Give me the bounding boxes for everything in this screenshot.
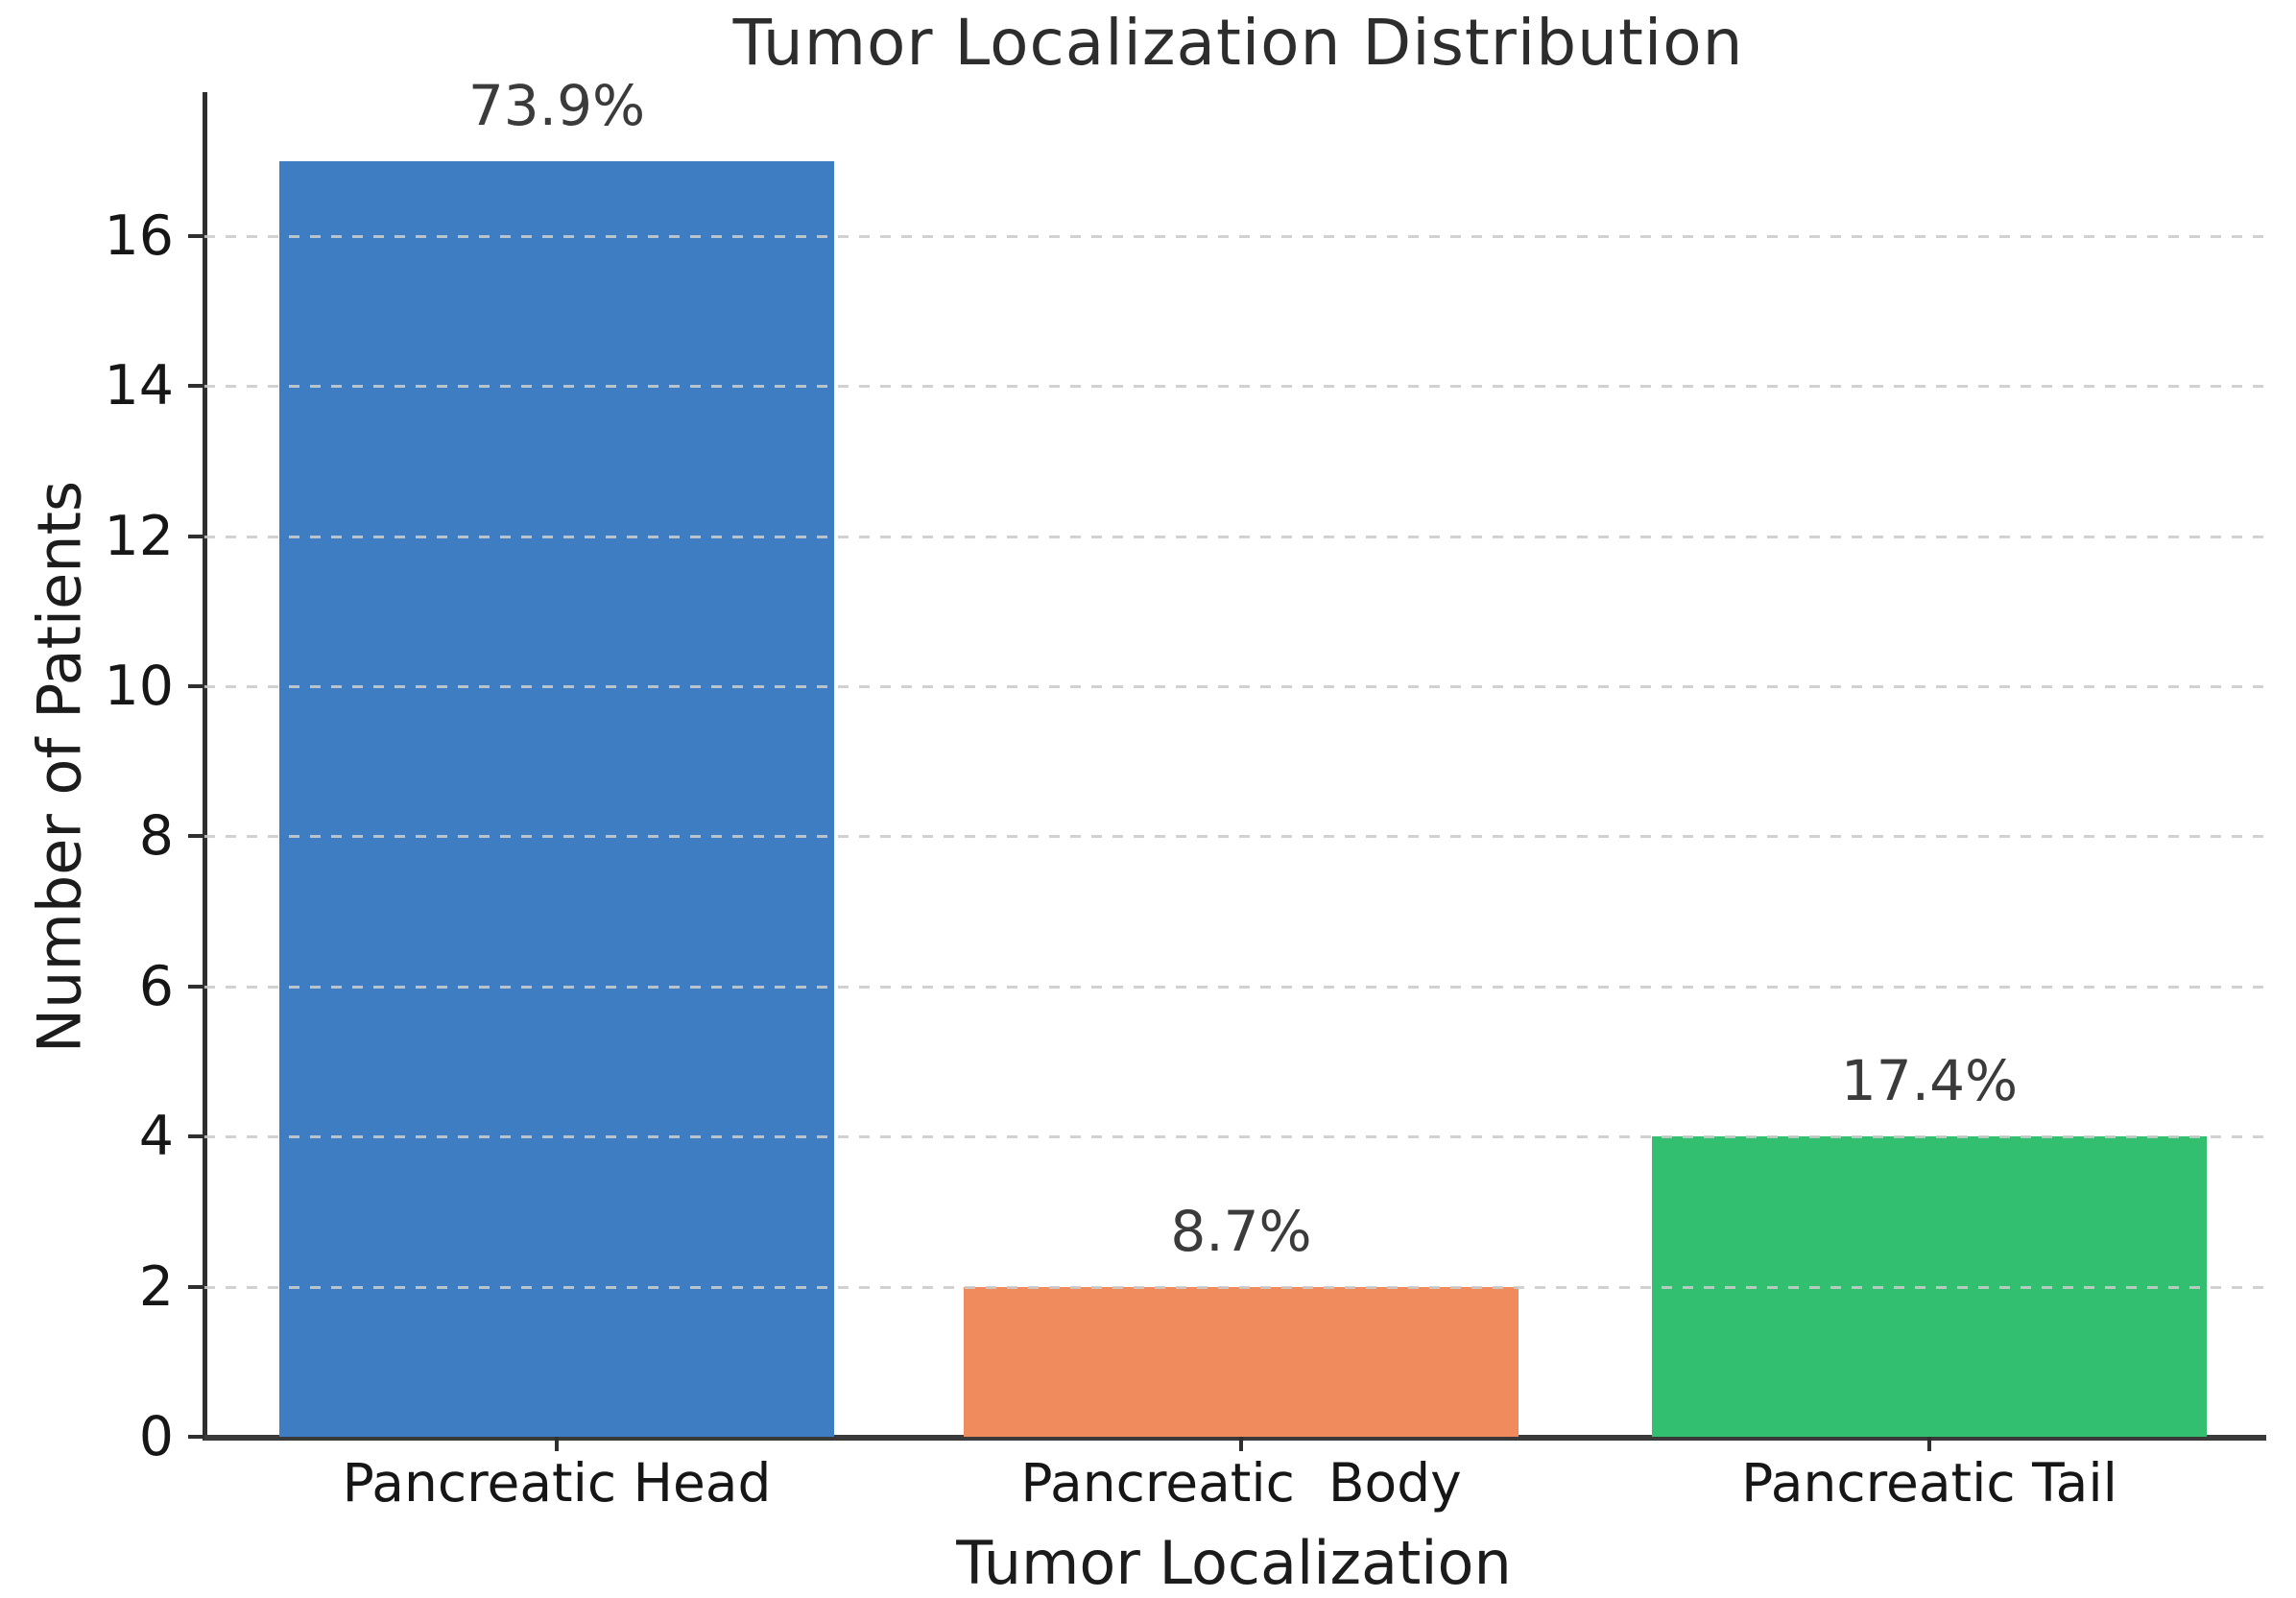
y-tick-label-16: 16: [104, 203, 174, 268]
y-tick-12: [188, 534, 204, 538]
y-tick-4: [188, 1134, 204, 1139]
y-tick-label-8: 8: [138, 804, 174, 869]
y-tick-6: [188, 984, 204, 989]
gridline-y-8: [204, 835, 2263, 839]
x-category-label-pancreatic-tail: Pancreatic Tail: [1741, 1452, 2117, 1514]
y-tick-2: [188, 1284, 204, 1289]
gridline-y-16: [204, 234, 2263, 238]
y-tick-label-6: 6: [138, 954, 174, 1018]
chart-title: Tumor Localization Distribution: [732, 6, 1744, 80]
y-tick-label-2: 2: [138, 1254, 174, 1319]
y-tick-8: [188, 834, 204, 839]
gridline-y-4: [204, 1135, 2263, 1139]
bar-value-label-pancreatic-body: 8.7%: [1170, 1198, 1312, 1264]
y-tick-10: [188, 684, 204, 688]
gridline-y-14: [204, 385, 2263, 389]
y-axis-spine: [203, 92, 207, 1440]
bar-value-label-pancreatic-head: 73.9%: [467, 72, 646, 138]
bar-value-label-pancreatic-tail: 17.4%: [1840, 1048, 2019, 1114]
y-tick-label-0: 0: [138, 1405, 174, 1468]
y-tick-16: [188, 233, 204, 238]
gridline-y-10: [204, 685, 2263, 688]
y-tick-14: [188, 384, 204, 389]
y-tick-label-4: 4: [138, 1105, 174, 1169]
x-category-label-pancreatic-head: Pancreatic Head: [342, 1452, 772, 1514]
x-tick-pancreatic-tail: [1927, 1437, 1931, 1451]
x-axis-spine: [203, 1435, 2266, 1441]
x-tick-pancreatic-body: [1239, 1437, 1243, 1451]
y-tick-label-14: 14: [104, 354, 174, 418]
x-axis-label: Tumor Localization: [956, 1528, 1512, 1598]
gridline-y-6: [204, 985, 2263, 989]
plot-area: [204, 97, 2263, 1437]
bar-pancreatic-body: [964, 1287, 1519, 1437]
y-tick-label-10: 10: [104, 655, 174, 718]
y-tick-label-12: 12: [104, 504, 174, 568]
gridline-y-12: [204, 535, 2263, 538]
gridline-y-2: [204, 1285, 2263, 1289]
x-category-label-pancreatic-body: Pancreatic Body: [1020, 1452, 1462, 1514]
bar-pancreatic-head: [279, 161, 834, 1437]
y-tick-0: [188, 1435, 204, 1439]
x-tick-pancreatic-head: [555, 1437, 559, 1451]
